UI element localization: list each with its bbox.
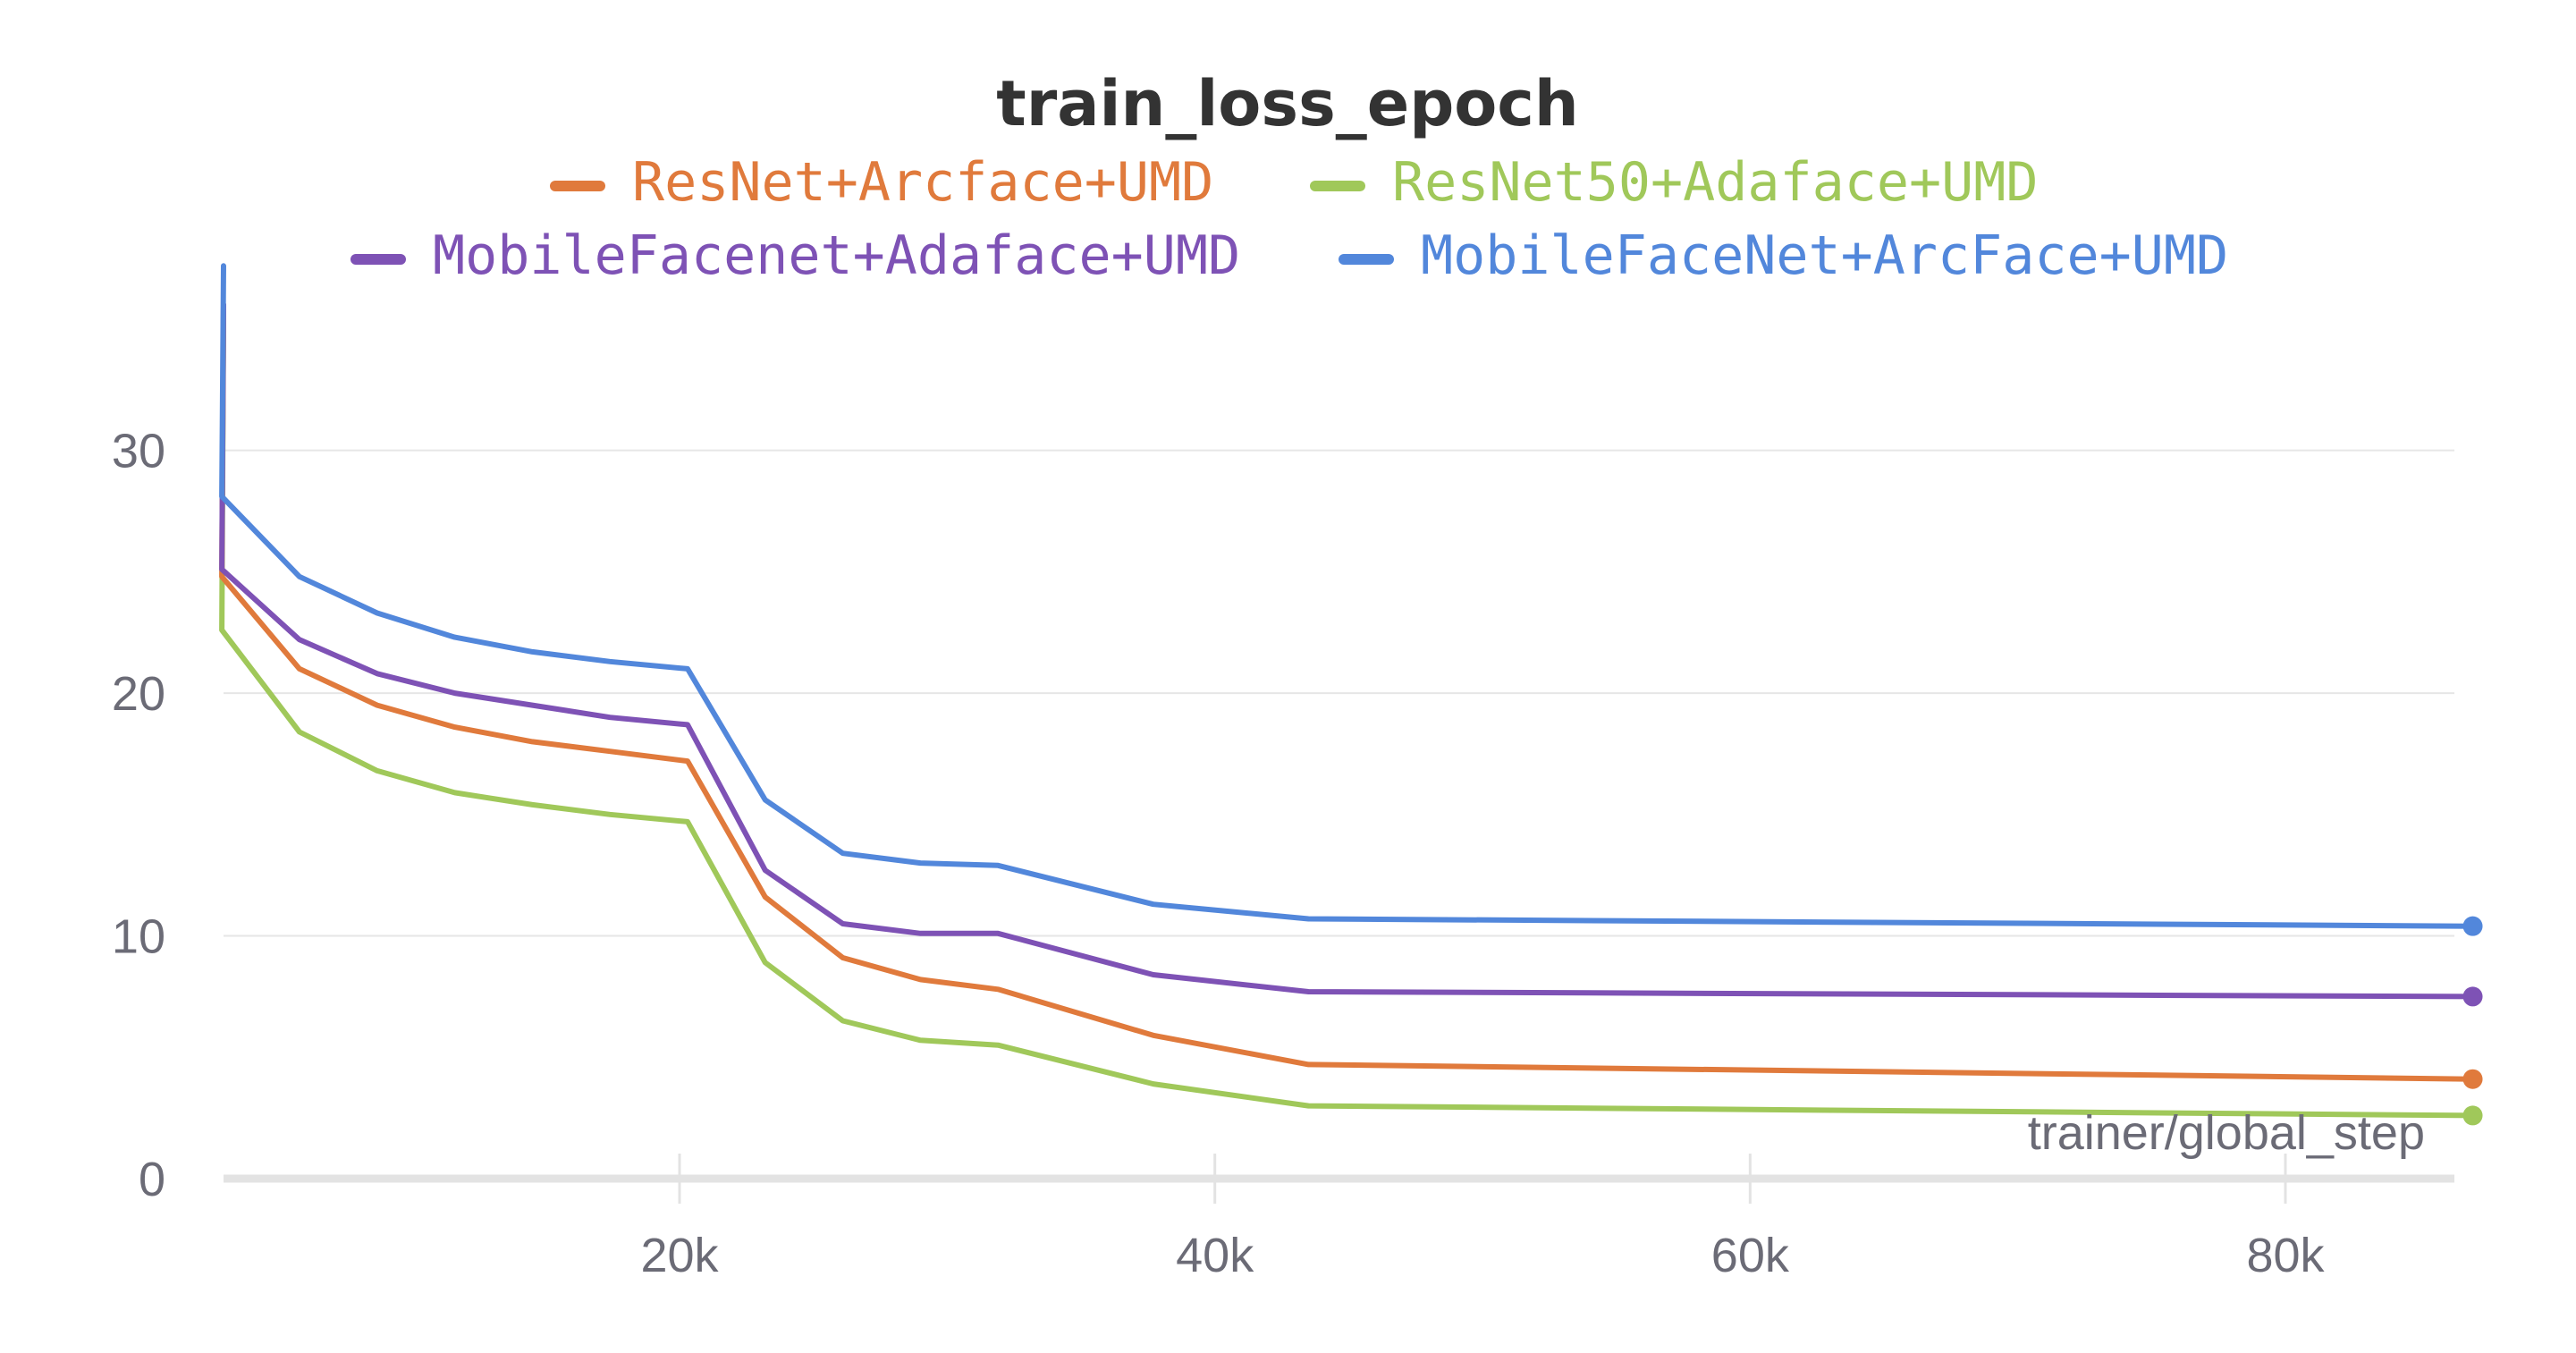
legend-label-mobilefacenet-adaface-umd: MobileFacenet+Adaface+UMD: [433, 224, 1240, 287]
x-tick-label-80k: 80k: [2246, 1229, 2325, 1282]
gridlines: [224, 449, 2454, 937]
y-tick-label-10: 10: [112, 910, 165, 964]
y-axis-ticks: 0 10 20 30: [112, 425, 165, 1206]
series-endpoint-resnet50-adaface-umd: [2462, 1105, 2483, 1126]
y-tick-label-0: 0: [139, 1153, 165, 1206]
legend-item-resnet50-adaface-umd[interactable]: ResNet50+Adaface+UMD: [1310, 151, 2038, 214]
legend-swatch-resnet-arcface-umd: [550, 181, 605, 191]
series-line-mobilefacenet-adaface-umd: [219, 301, 2476, 1000]
series-endpoint-mobilefacenet-adaface-umd: [2462, 986, 2483, 1007]
x-tick-label-40k: 40k: [1176, 1229, 1254, 1282]
series-endpoint-mobilefacenet-arcface-umd: [2462, 916, 2483, 936]
legend-label-mobilefacenet-arcface-umd: MobileFaceNet+ArcFace+UMD: [1421, 224, 2228, 287]
series-endpoints: [2462, 916, 2483, 1126]
x-tick-label-20k: 20k: [640, 1229, 719, 1282]
legend-swatch-mobilefacenet-arcface-umd: [1339, 254, 1394, 265]
legend-item-mobilefacenet-arcface-umd[interactable]: MobileFaceNet+ArcFace+UMD: [1339, 224, 2228, 287]
legend-item-resnet-arcface-umd[interactable]: ResNet+Arcface+UMD: [550, 151, 1213, 214]
legend-swatch-resnet50-adaface-umd: [1310, 181, 1365, 191]
legend-item-mobilefacenet-adaface-umd[interactable]: MobileFacenet+Adaface+UMD: [351, 224, 1240, 287]
series-line-resnet50-adaface-umd: [219, 311, 2476, 1119]
x-tick-label-60k: 60k: [1711, 1229, 1790, 1282]
y-tick-label-20: 20: [112, 667, 165, 721]
series-endpoint-resnet-arcface-umd: [2462, 1069, 2483, 1089]
series-lines: [219, 263, 2476, 1119]
chart-title: train_loss_epoch: [996, 67, 1578, 140]
series-line-resnet-arcface-umd: [219, 301, 2476, 1082]
legend-label-resnet50-adaface-umd: ResNet50+Adaface+UMD: [1392, 151, 2038, 214]
legend-label-resnet-arcface-umd: ResNet+Arcface+UMD: [632, 151, 1213, 214]
x-axis-label: trainer/global_step: [2028, 1106, 2425, 1160]
series-line-mobilefacenet-arcface-umd: [219, 263, 2476, 929]
legend-swatch-mobilefacenet-adaface-umd: [351, 254, 406, 265]
x-axis: 20k 40k 60k 80k: [224, 1154, 2454, 1282]
y-tick-label-30: 30: [112, 425, 165, 478]
legend: ResNet+Arcface+UMD ResNet50+Adaface+UMD Mo…: [351, 151, 2228, 287]
